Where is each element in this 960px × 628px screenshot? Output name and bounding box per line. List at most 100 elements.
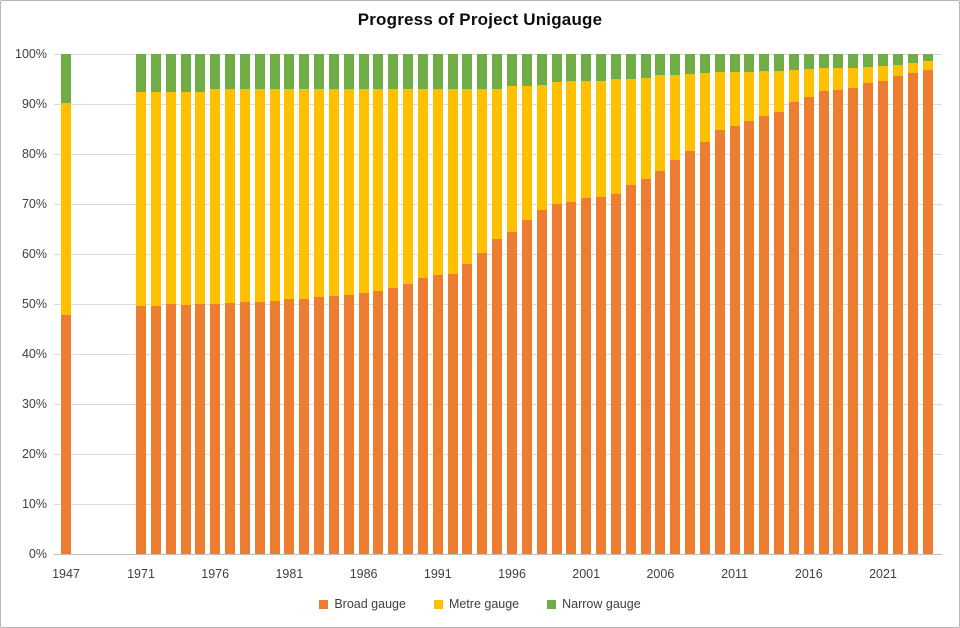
bar-1979-metre-gauge-segment: [254, 89, 265, 302]
bar-1996: [507, 54, 517, 554]
bar-1980-broad-gauge-segment: [269, 301, 280, 554]
x-tick-label-2006: 2006: [646, 567, 675, 581]
bar-2020-metre-gauge-segment: [863, 66, 874, 83]
bar-1993-narrow-gauge-segment: [462, 54, 473, 89]
bar-1990-metre-gauge-segment: [417, 88, 428, 278]
bar-2019-broad-gauge-segment: [848, 88, 859, 554]
bar-1947: [61, 54, 71, 554]
y-tick-label-10: 10%: [21, 497, 47, 511]
bar-1994-metre-gauge-segment: [477, 88, 488, 253]
bar-2001-broad-gauge-segment: [581, 198, 592, 554]
legend-item-metre-gauge: Metre gauge: [433, 597, 519, 611]
bar-1977: [225, 54, 236, 554]
bar-1981: [284, 54, 295, 554]
bar-2013-broad-gauge-segment: [759, 116, 770, 554]
bar-1971: [136, 54, 146, 554]
bar-1976-narrow-gauge-segment: [210, 54, 221, 89]
legend-item-broad-gauge: Broad gauge: [319, 597, 406, 611]
bar-1990: [417, 54, 428, 554]
bar-1993-metre-gauge-segment: [462, 88, 473, 264]
x-tick-label-1986: 1986: [349, 567, 378, 581]
bar-2005: [640, 54, 651, 554]
bar-1971-metre-gauge-segment: [136, 92, 146, 306]
y-tick-label-100: 100%: [15, 47, 47, 61]
bar-2021-broad-gauge-segment: [878, 81, 888, 554]
bar-1999-narrow-gauge-segment: [551, 54, 562, 82]
bar-2002: [596, 54, 607, 554]
bar-2016-narrow-gauge-segment: [803, 54, 814, 69]
bar-1992-narrow-gauge-segment: [447, 54, 458, 89]
bar-2017: [818, 54, 829, 554]
bar-1994: [477, 54, 488, 554]
bar-2021-metre-gauge-segment: [878, 66, 888, 81]
bar-1998: [536, 54, 547, 554]
bar-2012-metre-gauge-segment: [744, 72, 755, 121]
bar-2006-metre-gauge-segment: [655, 75, 666, 171]
bar-1980-narrow-gauge-segment: [269, 54, 280, 89]
bar-1997-metre-gauge-segment: [521, 86, 532, 220]
x-tick-label-1991: 1991: [423, 567, 452, 581]
x-tick-label-2021: 2021: [869, 567, 897, 581]
bar-2001-narrow-gauge-segment: [581, 54, 592, 81]
bar-1990-broad-gauge-segment: [417, 278, 428, 554]
bar-2016-metre-gauge-segment: [803, 69, 814, 97]
bar-2020: [863, 54, 874, 554]
bar-1981-broad-gauge-segment: [284, 299, 295, 554]
bar-2003: [610, 54, 621, 554]
bar-2014-metre-gauge-segment: [774, 71, 785, 112]
x-tick-label-1947: 1947: [52, 567, 80, 581]
bar-1982: [299, 54, 310, 554]
bar-2019-metre-gauge-segment: [848, 67, 859, 88]
bar-1974-narrow-gauge-segment: [180, 54, 191, 92]
bar-1976-metre-gauge-segment: [210, 89, 221, 304]
legend-label-broad-gauge: Broad gauge: [334, 597, 406, 611]
bar-1986-broad-gauge-segment: [358, 293, 369, 554]
x-tick-label-1981: 1981: [275, 567, 304, 581]
bar-1971-broad-gauge-segment: [136, 306, 146, 554]
y-tick-label-0: 0%: [28, 547, 47, 561]
y-tick-label-70: 70%: [21, 197, 47, 211]
bar-1986-metre-gauge-segment: [358, 88, 369, 293]
bar-1989: [403, 54, 414, 554]
legend-marker-metre-gauge-icon: [433, 599, 443, 609]
bar-1984-broad-gauge-segment: [328, 295, 339, 554]
bar-1998-metre-gauge-segment: [536, 84, 547, 210]
legend-item-narrow-gauge: Narrow gauge: [547, 597, 641, 611]
bar-2014: [774, 54, 785, 554]
bar-2005-narrow-gauge-segment: [640, 54, 651, 78]
bar-1975-broad-gauge-segment: [195, 304, 206, 554]
bar-1998-narrow-gauge-segment: [536, 54, 547, 85]
bar-1976: [210, 54, 221, 554]
bar-1975-metre-gauge-segment: [195, 91, 206, 304]
bar-1988-metre-gauge-segment: [388, 88, 399, 288]
legend-label-narrow-gauge: Narrow gauge: [562, 597, 641, 611]
bar-2017-narrow-gauge-segment: [818, 54, 829, 68]
bar-1974: [180, 54, 191, 554]
bar-1997-broad-gauge-segment: [521, 220, 532, 554]
bar-1973-narrow-gauge-segment: [165, 54, 176, 92]
bar-2010-narrow-gauge-segment: [714, 54, 725, 72]
bar-1976-broad-gauge-segment: [210, 303, 221, 554]
bar-2021: [878, 54, 888, 554]
bar-2023: [907, 54, 918, 554]
bar-1977-metre-gauge-segment: [225, 89, 236, 303]
bar-1974-broad-gauge-segment: [180, 305, 191, 554]
bar-2011-narrow-gauge-segment: [729, 54, 740, 72]
bar-2017-broad-gauge-segment: [818, 91, 829, 554]
bar-2024: [922, 54, 933, 554]
bar-2001: [581, 54, 592, 554]
bar-1973: [165, 54, 176, 554]
y-tick-label-30: 30%: [21, 397, 47, 411]
bar-1996-narrow-gauge-segment: [507, 54, 517, 86]
bar-1989-narrow-gauge-segment: [403, 54, 414, 89]
bar-1984-metre-gauge-segment: [328, 89, 339, 296]
bar-1979-broad-gauge-segment: [254, 301, 265, 554]
bar-1984: [328, 54, 339, 554]
bar-1997-narrow-gauge-segment: [521, 54, 532, 86]
bar-1988-broad-gauge-segment: [388, 288, 399, 554]
bar-2004: [625, 54, 636, 554]
bar-1996-broad-gauge-segment: [507, 231, 517, 554]
bar-2001-metre-gauge-segment: [581, 81, 592, 198]
bar-1983-broad-gauge-segment: [314, 297, 325, 554]
bar-2003-metre-gauge-segment: [610, 78, 621, 194]
